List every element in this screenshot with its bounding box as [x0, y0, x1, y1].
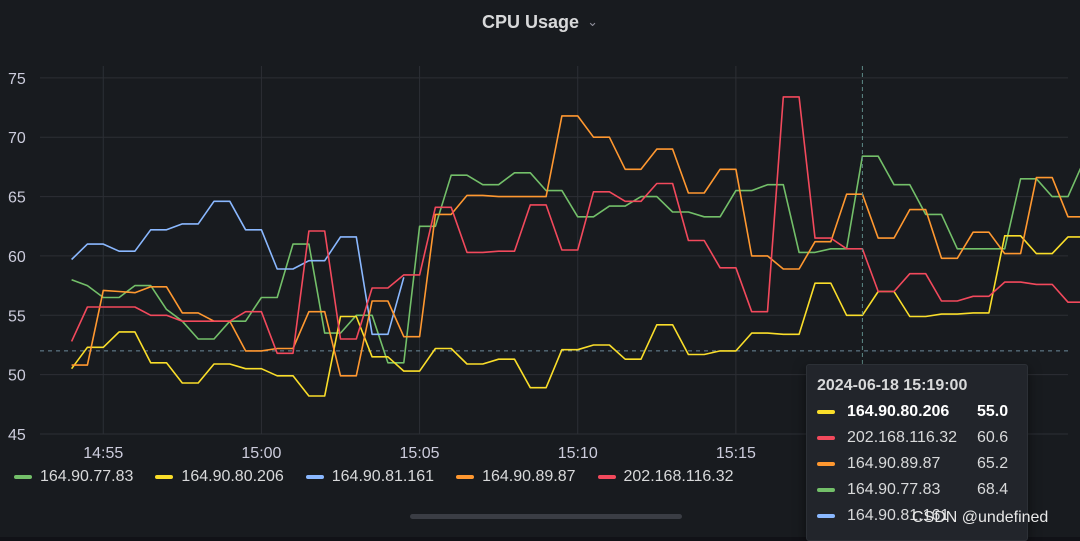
- tooltip-swatch: [817, 410, 835, 414]
- tooltip-swatch: [817, 462, 835, 466]
- tooltip-series-value: 55.0: [977, 403, 1009, 420]
- x-tick-label: 15:10: [558, 445, 598, 462]
- series-line-1: [70, 235, 1080, 397]
- tooltip-swatch: [817, 514, 835, 518]
- panel-title[interactable]: CPU Usage: [482, 11, 580, 32]
- tooltip-series-name: 202.168.116.32: [847, 429, 958, 446]
- y-tick-label: 55: [8, 308, 26, 325]
- chevron-down-icon[interactable]: ⌄: [587, 14, 598, 29]
- tooltip-series-value: 68.4: [977, 481, 1009, 498]
- tooltip-series-value: 65.2: [977, 455, 1009, 472]
- y-tick-label: 50: [8, 368, 26, 385]
- tooltip-row: 164.90.77.83 68.4: [817, 480, 1017, 500]
- series-lines: [70, 96, 1080, 397]
- series-line-4: [70, 96, 1080, 355]
- y-tick-label: 60: [8, 249, 26, 266]
- x-tick-label: 15:15: [716, 445, 756, 462]
- tooltip-series-name: 164.90.77.83: [847, 481, 941, 498]
- tooltip-row: 202.168.116.32 60.6: [817, 428, 1017, 448]
- x-tick-label: 15:05: [400, 445, 440, 462]
- tooltip-swatch: [817, 488, 835, 492]
- tooltip-swatch: [817, 436, 835, 440]
- y-tick-label: 45: [8, 427, 26, 444]
- legend-label: 202.168.116.32: [623, 468, 734, 485]
- legend-label: 164.90.89.87: [482, 468, 576, 485]
- y-axis-ticks: 45 50 55 60 65 70 75: [8, 71, 26, 444]
- x-tick-label: 14:55: [83, 445, 123, 462]
- series-line-0: [71, 155, 1080, 364]
- legend-item[interactable]: 164.90.77.83: [14, 468, 133, 486]
- legend-item[interactable]: 164.90.81.161: [305, 468, 435, 486]
- tooltip-time: 2024-06-18 15:19:00: [817, 377, 968, 394]
- legend-swatch: [597, 475, 616, 479]
- legend-item[interactable]: 164.90.89.87: [456, 468, 576, 486]
- legend-swatch: [305, 475, 324, 479]
- legend-swatch: [456, 475, 475, 479]
- tooltip-row: 164.90.81.161: [817, 506, 1017, 526]
- tooltip-row: 164.90.80.206 55.0: [817, 402, 1017, 422]
- series-line-2: [71, 200, 405, 336]
- legend-item[interactable]: 202.168.116.32: [597, 468, 734, 486]
- legend-swatch: [14, 475, 32, 479]
- watermark: CSDN @undefined: [912, 509, 1049, 526]
- y-tick-label: 70: [8, 130, 26, 147]
- legend-item[interactable]: 164.90.80.206: [155, 468, 284, 486]
- tooltip: 2024-06-18 15:19:00 164.90.80.206 55.0 202…: [806, 364, 1028, 541]
- legend-label: 164.90.77.83: [40, 468, 134, 485]
- scrollbar[interactable]: [410, 514, 682, 519]
- x-axis-ticks: 14:55 15:00 15:05 15:10 15:15: [83, 445, 756, 462]
- tooltip-series-name: 164.90.80.206: [847, 403, 950, 420]
- y-tick-label: 75: [8, 71, 26, 88]
- tooltip-series-name: 164.90.81.161: [847, 507, 950, 524]
- tooltip-series-value: 60.6: [977, 429, 1009, 446]
- series-line-3: [71, 115, 1080, 377]
- legend-swatch: [155, 475, 174, 479]
- y-tick-label: 65: [8, 190, 26, 207]
- tooltip-row: 164.90.89.87 65.2: [817, 454, 1017, 474]
- x-tick-label: 15:00: [241, 445, 281, 462]
- legend-label: 164.90.80.206: [181, 468, 284, 485]
- tooltip-series-name: 164.90.89.87: [847, 455, 941, 472]
- legend: 164.90.77.83 164.90.80.206 164.90.81.161 16…: [14, 468, 734, 486]
- legend-label: 164.90.81.161: [331, 468, 435, 485]
- panel-header[interactable]: CPU Usage ⌄: [0, 0, 1080, 44]
